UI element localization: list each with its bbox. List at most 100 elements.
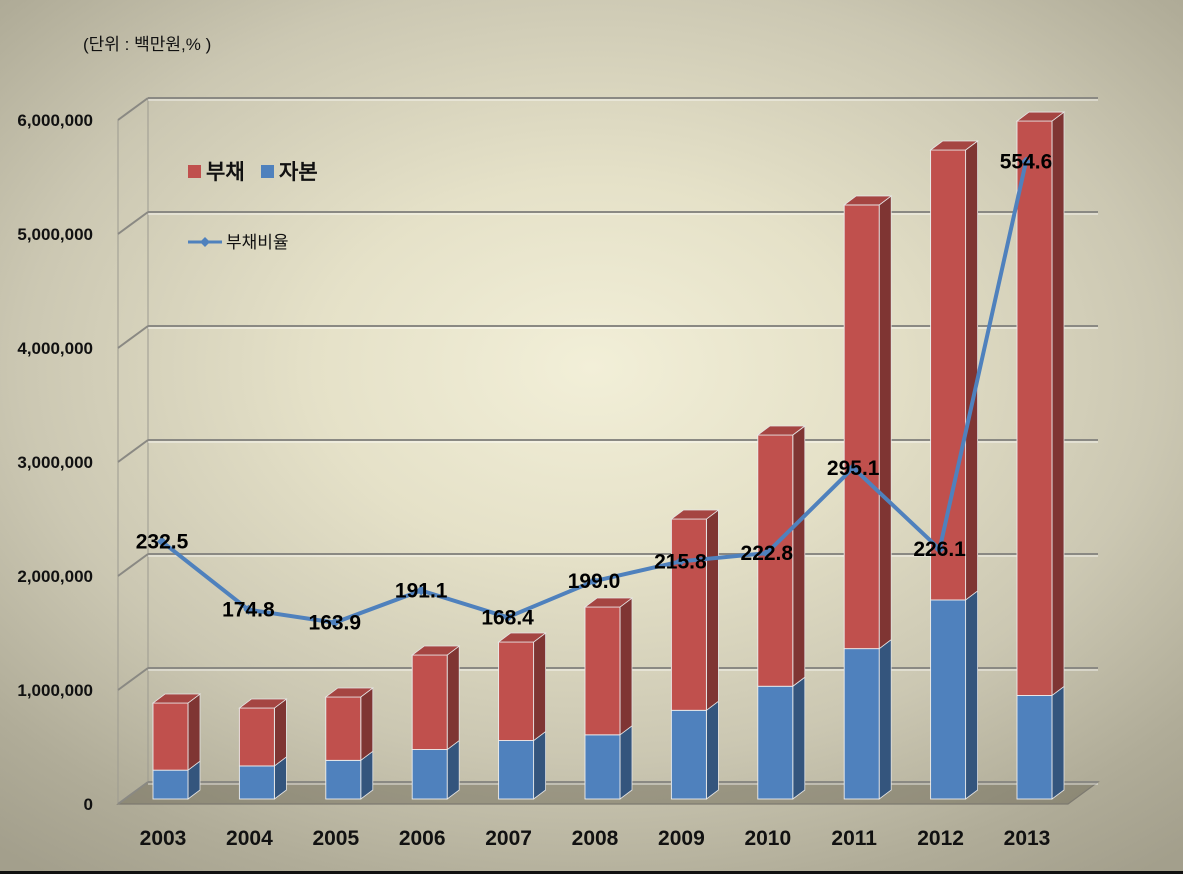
bar-top-face [151, 693, 202, 704]
x-tick-label: 2006 [399, 827, 446, 850]
bar-segment [498, 641, 535, 741]
bar-segment [238, 707, 275, 767]
bar-side-face [706, 700, 719, 800]
bar-segment [152, 702, 189, 771]
debt-ratio-point [934, 544, 945, 555]
bar-side-face [965, 140, 978, 601]
bar-segment [152, 769, 189, 800]
x-tick-label: 2004 [226, 827, 273, 850]
gridline-side [117, 781, 149, 805]
bar-side-face [533, 632, 546, 742]
bar-top-face [756, 425, 806, 436]
x-tick-label: 2011 [831, 827, 877, 850]
bar-segment [498, 740, 535, 800]
legend-diamond-marker [200, 237, 210, 247]
y-tick-label: 4,000,000 [17, 339, 93, 358]
debt-ratio-data-label: 222.8 [741, 542, 794, 565]
x-tick-label: 2005 [312, 827, 359, 850]
bar-stack [583, 597, 634, 800]
bar-side-face [360, 687, 374, 762]
y-tick-label: 0 [84, 795, 93, 814]
bar-segment [411, 749, 448, 800]
x-tick-label: 2009 [658, 827, 705, 850]
debt-ratio-series: 232.5 174.8 163.9 191.1 168.4 199.0 215.8 222.8… [136, 151, 1053, 635]
debt-ratio-point [675, 556, 686, 567]
x-tick-label: 2008 [572, 827, 619, 850]
debt-ratio-data-label: 199.0 [568, 570, 621, 593]
bar-side-face [792, 676, 806, 800]
bar-side-face [273, 698, 287, 767]
bar-segment [1016, 695, 1053, 800]
bar-segment [843, 204, 880, 650]
bar-side-face [619, 597, 633, 736]
bar-top-face [238, 698, 288, 709]
bar-side-face [446, 645, 460, 751]
bar-side-face [446, 739, 460, 800]
bar-side-face [1051, 111, 1065, 697]
bar-top-face [1015, 111, 1066, 122]
debt-ratio-point [157, 536, 167, 547]
legend-label-debt: 부채 [206, 161, 245, 184]
legend-label-equity: 자본 [279, 161, 318, 184]
bar-side-face [533, 730, 546, 800]
bar-top-face [411, 645, 461, 656]
gridline-side [117, 553, 149, 577]
bar-segment [843, 648, 880, 800]
bar-segment [325, 696, 362, 761]
bar-top-face [929, 140, 979, 151]
bar-segment [1016, 120, 1053, 696]
bar-side-face [878, 638, 892, 800]
bar-side-face [706, 509, 719, 712]
bar-segment [930, 599, 967, 800]
debt-ratio-point [502, 612, 513, 623]
bar-side-face [792, 425, 806, 688]
bar-segment [325, 759, 362, 800]
bar-top-face [497, 632, 547, 643]
bar-stack [324, 687, 374, 800]
bar-stack [1015, 111, 1066, 800]
gridline-side [117, 97, 149, 121]
y-tick-label: 6,000,000 [17, 111, 93, 130]
bar-stack [756, 425, 806, 800]
bar-segment [670, 709, 707, 800]
debt-ratio-data-label: 232.5 [136, 531, 189, 554]
bar-stack [929, 140, 979, 800]
bar-stack [151, 693, 202, 800]
debt-ratio-data-label: 295.1 [827, 457, 880, 480]
bar-top-face [324, 687, 374, 698]
x-tick-label: 2012 [917, 827, 964, 850]
debt-ratio-point [243, 604, 254, 615]
bar-segment [411, 654, 448, 750]
bar-stack [238, 698, 288, 800]
bars [151, 111, 1066, 800]
debt-ratio-data-label: 191.1 [395, 580, 448, 603]
gridline-side [117, 325, 149, 349]
y-tick-label: 2,000,000 [17, 567, 93, 586]
bar-stack [843, 195, 893, 800]
legend-label-debt-ratio: 부채비율 [226, 233, 289, 252]
bar-segment [584, 606, 621, 736]
debt-ratio-data-label: 226.1 [913, 538, 966, 561]
gridline-side [117, 667, 149, 691]
x-tick-label: 2010 [744, 827, 791, 850]
gridline-side [117, 211, 149, 235]
bar-stack [497, 632, 547, 800]
x-tick-label: 2003 [140, 827, 187, 850]
debt-ratio-data-label: 554.6 [1000, 151, 1053, 174]
bar-side-face [965, 590, 978, 800]
bar-segment [930, 149, 967, 601]
x-tick-label: 2013 [1004, 827, 1051, 850]
bar-top-face [670, 509, 720, 520]
debt-ratio-point [589, 576, 599, 587]
bar-side-face [878, 195, 892, 650]
legend-swatch-equity [261, 165, 274, 178]
bar-segment [757, 434, 794, 687]
debt-ratio-data-label: 174.8 [222, 599, 275, 622]
bottom-border [0, 871, 1183, 874]
debt-ratio-point [761, 548, 772, 559]
debt-ratio-point [329, 617, 340, 628]
bar-segment [670, 518, 707, 711]
legend-swatch-debt [188, 165, 201, 178]
bar-stack [670, 509, 720, 800]
bar-segment [584, 734, 621, 800]
